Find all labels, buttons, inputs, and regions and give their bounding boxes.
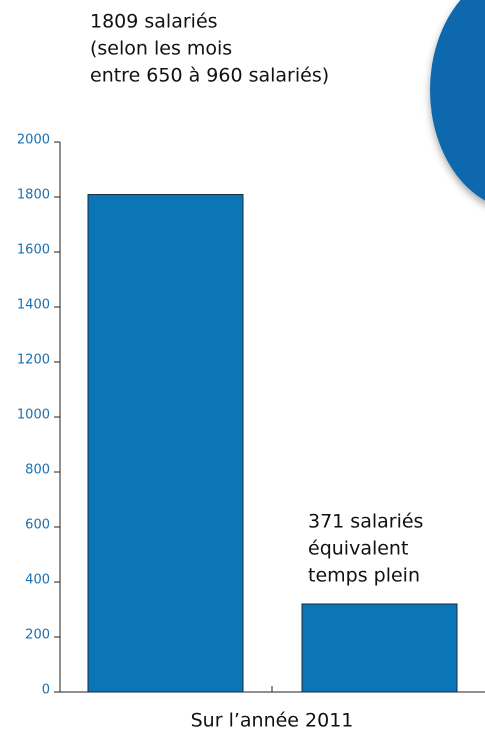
y-tick-label: 0 xyxy=(42,683,50,698)
y-tick-label: 1000 xyxy=(17,408,50,423)
y-tick-label: 800 xyxy=(25,463,50,478)
annotation: 371 salariés xyxy=(308,511,423,533)
annotation: équivalent xyxy=(308,538,408,560)
y-tick-label: 1400 xyxy=(17,298,50,313)
y-tick-label: 1200 xyxy=(17,353,50,368)
y-tick-label: 1800 xyxy=(17,188,50,203)
bar xyxy=(87,194,244,693)
decorative-shape xyxy=(430,0,485,201)
annotation: 1809 salariés xyxy=(90,11,218,33)
y-tick-label: 2000 xyxy=(17,133,50,148)
bar xyxy=(301,603,458,693)
y-tick-label: 600 xyxy=(25,518,50,533)
y-tick-label: 1600 xyxy=(17,243,50,258)
annotation: (selon les mois xyxy=(90,38,232,60)
y-tick-label: 200 xyxy=(25,628,50,643)
x-axis-label: Sur l’année 2011 xyxy=(191,710,354,732)
y-tick-label: 400 xyxy=(25,573,50,588)
annotation: temps plein xyxy=(308,565,420,587)
annotation: entre 650 à 960 salariés) xyxy=(90,65,329,87)
